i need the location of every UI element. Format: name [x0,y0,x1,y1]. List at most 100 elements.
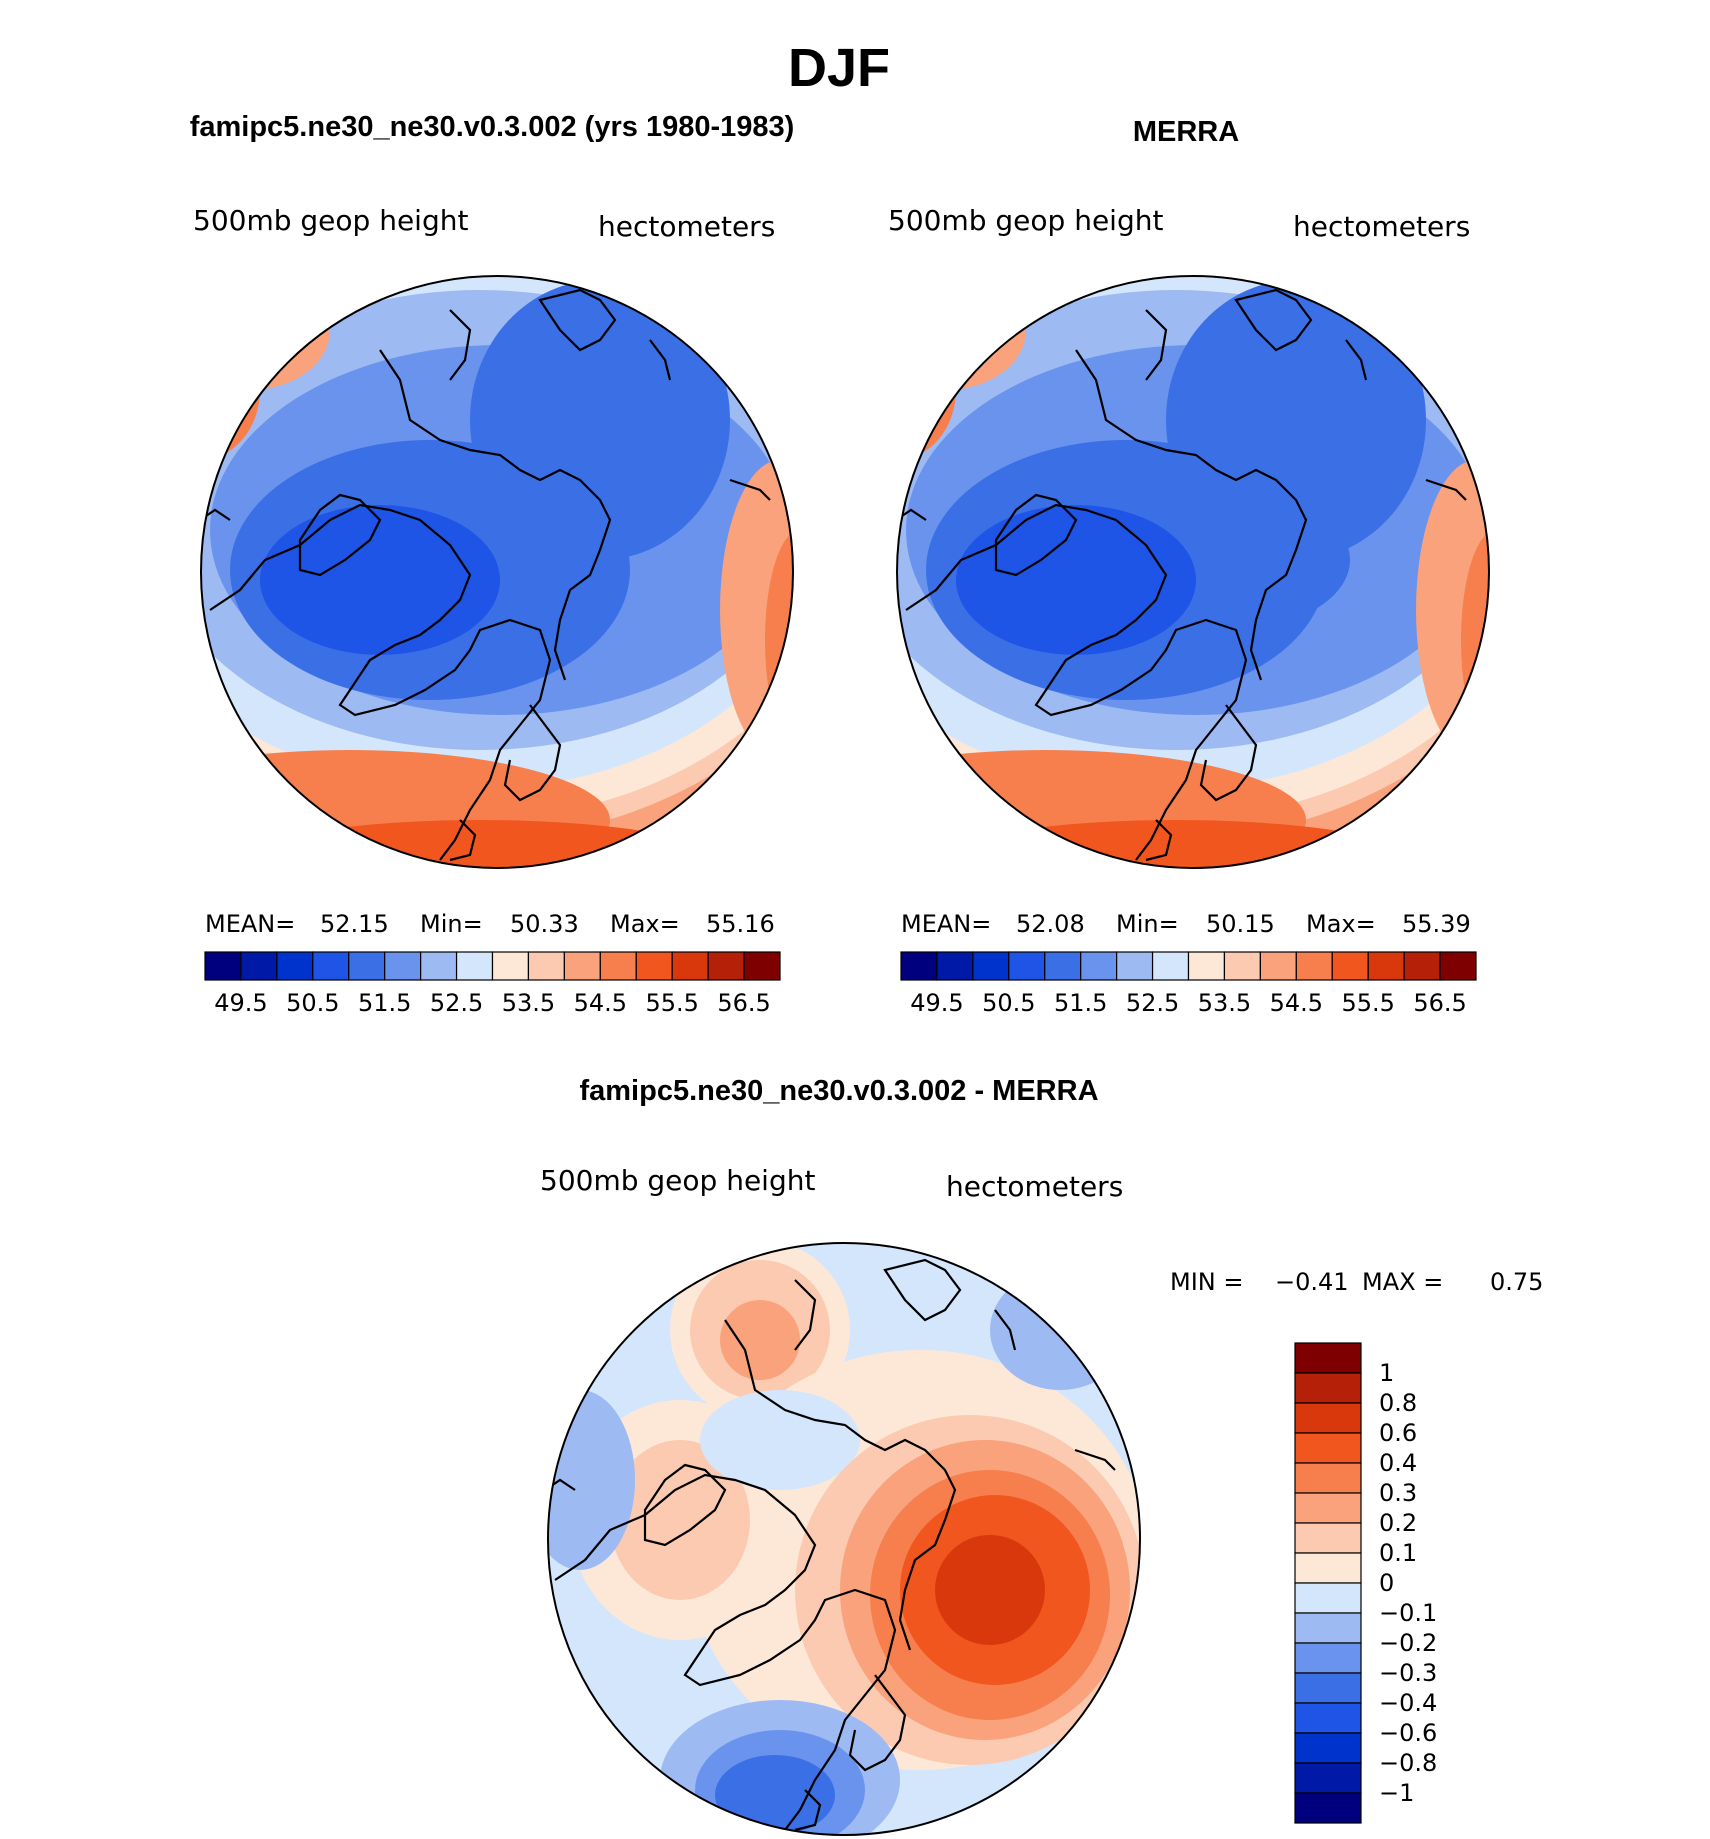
main-title: DJF [788,38,890,98]
left-colorbar-tick-label: 49.5 [214,989,267,1017]
left-mean-label: MEAN= [205,910,295,938]
diff-min-value: −0.41 [1275,1268,1349,1296]
right-colorbar-tick-label: 54.5 [1270,989,1323,1017]
left-colorbar: 49.5 50.5 51.5 52.5 53.5 54.5 55.5 56.5 [204,951,781,1017]
diff-colorbar-tick-label: 0.2 [1379,1509,1417,1537]
right-colorbar-swatch-15 [1439,951,1477,981]
right-colorbar-swatch-11 [1295,951,1333,981]
right-colorbar-swatch-9 [1223,951,1261,981]
left-colorbar-tick-label: 52.5 [430,989,483,1017]
diff-colorbar-tick-label: 0.8 [1379,1389,1417,1417]
right-variable-label: 500mb geop height [888,204,1163,237]
left-min-value: 50.33 [510,910,579,938]
left-max-label: Max= [610,910,680,938]
left-panel-title: famipc5.ne30_ne30.v0.3.002 (yrs 1980-198… [190,111,795,143]
diff-colorbar-swatch-14 [1294,1762,1362,1794]
right-min-label: Min= [1116,910,1179,938]
left-units-label: hectometers [598,210,775,243]
diff-colorbar-tick-label: −0.6 [1379,1719,1437,1747]
left-colorbar-tick-label: 53.5 [502,989,555,1017]
left-colorbar-swatch-8 [491,951,530,981]
left-colorbar-swatch-15 [743,951,781,981]
left-colorbar-swatch-14 [707,951,745,981]
diff-colorbar-swatch-5 [1294,1492,1362,1524]
diff-contour-fill [548,1243,1140,1835]
left-colorbar-tick-label: 50.5 [286,989,339,1017]
diff-stats: MIN = −0.41 MAX = 0.75 [1170,1268,1543,1296]
left-mean-value: 52.15 [320,910,389,938]
diff-colorbar-tick-label: −0.2 [1379,1629,1437,1657]
right-colorbar-swatch-0 [900,951,938,981]
right-mean-value: 52.08 [1016,910,1085,938]
right-colorbar-tick-label: 56.5 [1413,989,1466,1017]
diff-colorbar-tick-label: 1 [1379,1359,1394,1387]
right-mean-label: MEAN= [901,910,991,938]
left-colorbar-swatch-7 [455,951,494,981]
right-panel-title: MERRA [1133,116,1239,148]
right-units-label: hectometers [1293,210,1470,243]
diff-colorbar-tick-label: 0.6 [1379,1419,1417,1447]
diff-colorbar-swatch-7 [1294,1552,1362,1584]
diff-colorbar-swatch-8 [1294,1582,1362,1614]
diff-colorbar-swatch-1 [1294,1372,1362,1404]
right-colorbar-swatch-6 [1116,951,1154,981]
diff-colorbar-tick-label: 0 [1379,1569,1394,1597]
diff-colorbar-tick-label: −0.1 [1379,1599,1437,1627]
diff-colorbar-tick-label: −1 [1379,1779,1414,1807]
left-variable-label: 500mb geop height [193,204,468,237]
right-colorbar-swatch-8 [1187,951,1226,981]
diff-colorbar-swatch-15 [1294,1792,1362,1824]
right-min-value: 50.15 [1206,910,1275,938]
right-colorbar-tick-label: 55.5 [1341,989,1394,1017]
diff-variable-label: 500mb geop height [540,1164,815,1197]
diff-colorbar-tick-label: 0.1 [1379,1539,1417,1567]
right-colorbar-tick-label: 51.5 [1054,989,1107,1017]
right-max-label: Max= [1306,910,1376,938]
right-stats: MEAN= 52.08 Min= 50.15 Max= 55.39 [901,910,1471,938]
left-colorbar-swatch-11 [599,951,637,981]
right-colorbar-swatch-12 [1331,951,1369,981]
diff-colorbar: 10.80.60.40.30.20.10−0.1−0.2−0.3−0.4−0.6… [1294,1342,1437,1824]
diff-polar-map [547,1242,1141,1836]
right-colorbar-swatch-7 [1151,951,1190,981]
right-colorbar-tick-label: 52.5 [1126,989,1179,1017]
diff-max-label: MAX = [1362,1268,1443,1296]
right-colorbar-swatch-10 [1259,951,1297,981]
left-colorbar-swatch-3 [312,951,350,981]
left-colorbar-swatch-9 [527,951,565,981]
diff-colorbar-tick-label: 0.3 [1379,1479,1417,1507]
right-colorbar: 49.5 50.5 51.5 52.5 53.5 54.5 55.5 56.5 [900,951,1477,1017]
diff-colorbar-tick-label: −0.8 [1379,1749,1437,1777]
diff-units-label: hectometers [946,1170,1123,1203]
right-colorbar-swatch-5 [1080,951,1118,981]
left-colorbar-swatch-1 [240,951,278,981]
diff-colorbar-swatch-2 [1294,1402,1362,1434]
left-colorbar-swatch-10 [563,951,601,981]
diff-colorbar-swatch-6 [1294,1522,1362,1554]
right-colorbar-tick-label: 49.5 [910,989,963,1017]
left-colorbar-tick-label: 56.5 [717,989,770,1017]
diff-colorbar-tick-label: −0.3 [1379,1659,1437,1687]
diff-max-value: 0.75 [1490,1268,1543,1296]
diff-colorbar-swatch-4 [1294,1462,1362,1494]
diff-colorbar-tick-label: −0.4 [1379,1689,1437,1717]
diff-min-label: MIN = [1170,1268,1243,1296]
diff-colorbar-swatch-10 [1294,1642,1362,1674]
left-colorbar-swatch-12 [635,951,673,981]
right-colorbar-swatch-14 [1403,951,1441,981]
right-colorbar-tick-label: 53.5 [1198,989,1251,1017]
diff-colorbar-swatch-12 [1294,1702,1362,1734]
right-colorbar-swatch-4 [1044,951,1082,981]
right-colorbar-swatch-3 [1008,951,1046,981]
left-max-value: 55.16 [706,910,775,938]
left-colorbar-tick-label: 51.5 [358,989,411,1017]
left-colorbar-swatch-6 [420,951,458,981]
right-colorbar-swatch-2 [972,951,1010,981]
right-colorbar-swatch-13 [1367,951,1405,981]
diff-colorbar-swatch-9 [1294,1612,1362,1644]
diff-colorbar-swatch-0 [1294,1342,1362,1374]
right-max-value: 55.39 [1402,910,1471,938]
diff-panel-title: famipc5.ne30_ne30.v0.3.002 - MERRA [579,1075,1098,1107]
left-colorbar-swatch-4 [348,951,386,981]
